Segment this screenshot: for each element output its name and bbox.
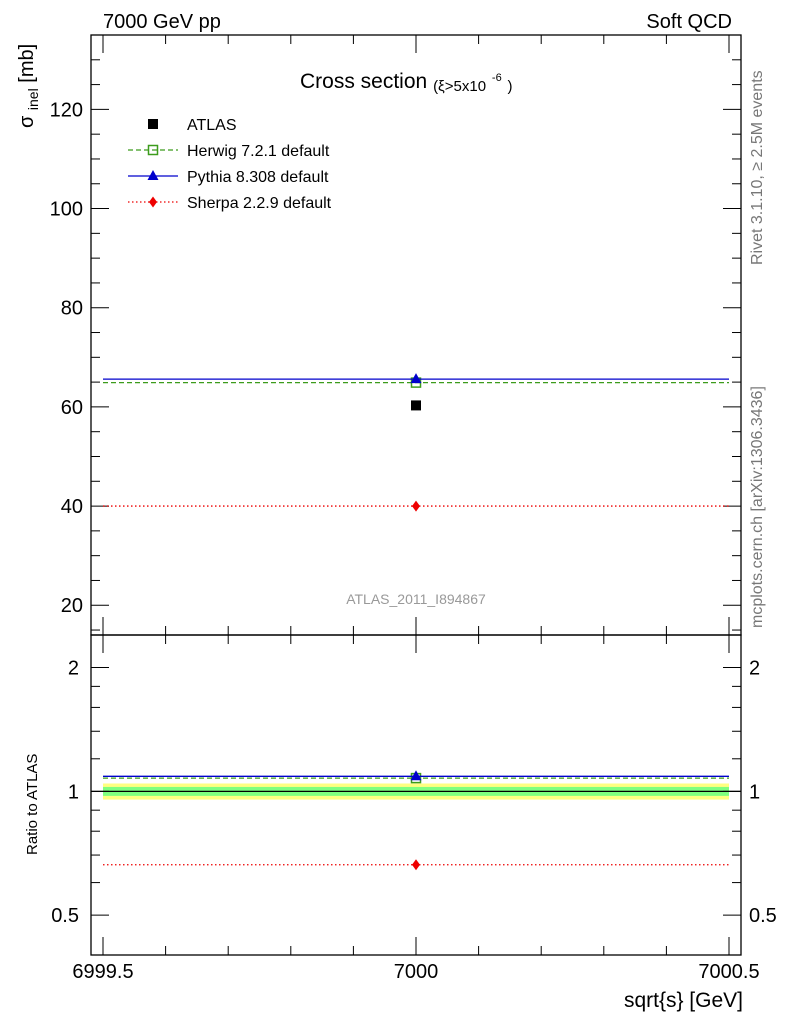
x-tick-label: 6999.5	[72, 961, 133, 983]
chart-title-main: Cross section	[300, 70, 427, 93]
ratio-panel: 0.5 0.5 1 1 2 2 6999.5 7000 7000.5 Ratio to ATL…	[24, 634, 777, 1012]
chart-title-exponent: -6	[492, 72, 502, 84]
main-y-tick-label: 100	[50, 199, 83, 221]
chart-title: Cross section (ξ>5x10 -6 )	[300, 63, 513, 96]
main-y-axis-unit: [mb]	[16, 44, 38, 83]
main-y-tick-label: 80	[61, 298, 83, 320]
main-series-layer	[103, 373, 729, 512]
legend: ATLAS Herwig 7.2.1 default Pythia 8.308 de…	[128, 117, 332, 212]
ratio-y-tick-label: 1	[68, 781, 79, 803]
ratio-y-tick-label: 0.5	[51, 905, 79, 927]
x-tick-label: 7000	[394, 961, 439, 983]
main-y-axis-subscript: inel	[25, 88, 41, 110]
main-y-axis-symbol: σ	[16, 115, 38, 128]
sherpa-2-2-9-default-point	[412, 500, 420, 512]
ratio-y-tick-label: 2	[68, 658, 79, 680]
x-axis-label: sqrt{s} [GeV]	[624, 989, 743, 1012]
legend-marker-sherpa-2-2-9-default	[149, 196, 157, 208]
x-tick-label: 7000.5	[698, 961, 759, 983]
ratio-band-layer	[91, 783, 741, 800]
header-left: 7000 GeV pp	[103, 11, 221, 33]
legend-label-herwig-7-2-1-default: Herwig 7.2.1 default	[187, 143, 330, 160]
main-y-axis-label: σ inel [mb]	[16, 44, 43, 128]
ratio-y-tick-label-right: 2	[749, 658, 760, 680]
ratio-x-axis: 6999.5 7000 7000.5	[72, 635, 760, 983]
atlas-point	[411, 400, 421, 411]
ratio-sherpa-2-2-9-default-point	[412, 859, 420, 871]
legend-label-pythia-8-308-default: Pythia 8.308 default	[187, 169, 329, 186]
ratio-y-axis-label: Ratio to ATLAS	[24, 754, 41, 855]
main-y-axis: 20 40 60 80 100 120	[50, 34, 741, 631]
main-y-tick-label: 120	[50, 99, 83, 121]
chart-title-close: )	[508, 78, 513, 95]
ratio-pythia-8-308-default-point	[410, 770, 422, 781]
pythia-8-308-default-point	[410, 373, 422, 384]
main-panel: 20 40 60 80 100 120 Cross section (ξ>5x10 -6 …	[16, 34, 742, 636]
legend-marker-atlas	[148, 119, 158, 129]
legend-label-atlas: ATLAS	[187, 117, 237, 134]
source-label: mcplots.cern.ch [arXiv:1306.3436]	[749, 386, 766, 628]
ratio-y-tick-label-right: 0.5	[749, 905, 777, 927]
legend-marker-pythia-8-308-default	[147, 170, 159, 180]
ratio-y-tick-label-right: 1	[749, 781, 760, 803]
rivet-label: Rivet 3.1.10, ≥ 2.5M events	[749, 70, 766, 265]
main-y-tick-label: 40	[61, 496, 83, 518]
header-right: Soft QCD	[646, 11, 732, 33]
chart-title-suffix: (ξ>5x10	[433, 78, 486, 95]
legend-label-sherpa-2-2-9-default: Sherpa 2.2.9 default	[187, 195, 332, 212]
legend-marker-herwig-7-2-1-default	[147, 144, 159, 156]
ratio-series-layer	[103, 770, 729, 871]
analysis-watermark: ATLAS_2011_I894867	[346, 591, 486, 607]
main-x-axis	[102, 35, 730, 635]
ratio-y-axis: 0.5 0.5 1 1 2 2	[51, 658, 777, 956]
main-y-tick-label: 60	[61, 397, 83, 419]
main-y-tick-label: 20	[61, 595, 83, 617]
